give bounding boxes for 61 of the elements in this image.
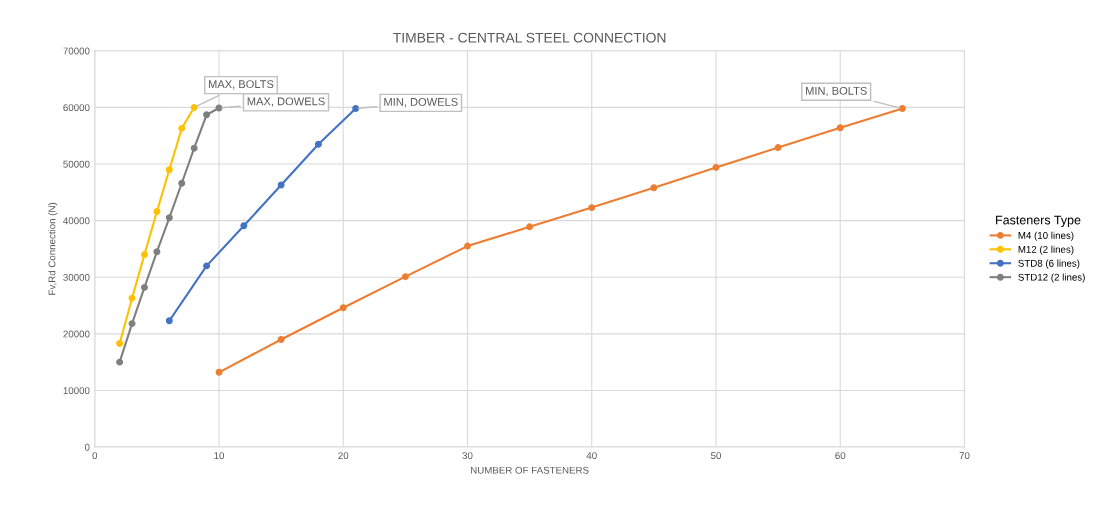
annotation: MIN, DOWELS (384, 98, 458, 108)
point (464, 242, 471, 250)
point (128, 320, 136, 328)
point (339, 304, 347, 312)
x-axis-title: NUMBER OF FASTENERS (471, 466, 589, 474)
point (712, 163, 720, 171)
point (240, 222, 248, 230)
y-tick-label: 30000 (63, 273, 90, 281)
point (153, 208, 161, 216)
point (116, 339, 124, 347)
point (165, 214, 173, 222)
point (650, 184, 658, 192)
x-tick-label: 10 (214, 452, 225, 460)
x-tick-label: 0 (92, 452, 98, 460)
x-tick-label: 60 (835, 452, 846, 460)
point (401, 273, 409, 281)
point (140, 283, 148, 291)
y-tick-label: 40000 (63, 217, 90, 225)
point (277, 181, 285, 189)
point (314, 140, 322, 148)
y-tick-label: 20000 (63, 330, 90, 338)
x-tick-label: 20 (338, 452, 349, 460)
point (178, 179, 186, 187)
legend-label: M12 (2 lines) (1018, 245, 1074, 255)
point (215, 368, 223, 376)
annotation: MAX, BOLTS (208, 80, 274, 90)
legend-label: STD8 (6 lines) (1018, 259, 1080, 269)
legend-title: Fasteners Type (996, 215, 1081, 227)
y-tick-label: 0 (84, 443, 90, 451)
legend-label: M4 (10 lines) (1018, 231, 1074, 241)
annotation: MAX, DOWELS (247, 97, 325, 107)
point (898, 105, 906, 113)
point (178, 124, 186, 132)
point (277, 336, 285, 343)
point (190, 103, 198, 111)
point (165, 166, 173, 174)
y-tick-label: 10000 (63, 387, 90, 395)
y-tick-label: 50000 (63, 160, 90, 168)
point (165, 317, 173, 325)
y-axis-title: Fv,Rd Connection (N) (48, 202, 58, 295)
point (140, 251, 148, 259)
x-tick-label: 30 (462, 452, 473, 460)
x-tick-label: 50 (710, 452, 722, 460)
point (203, 111, 211, 119)
annotation: MIN, BOLTS (806, 86, 867, 97)
point (588, 204, 596, 212)
x-tick-label: 70 (959, 452, 970, 460)
legend-label: STD12 (2 lines) (1018, 273, 1085, 283)
y-tick-label: 60000 (63, 104, 90, 112)
point (836, 124, 844, 132)
point (116, 358, 124, 366)
point (203, 262, 211, 270)
x-tick-label: 40 (586, 452, 597, 460)
chart-title: TIMBER - CENTRAL STEEL CONNECTION (393, 32, 666, 43)
y-tick-label: 70000 (63, 47, 90, 55)
point (128, 294, 136, 302)
point (774, 144, 782, 152)
point (190, 144, 198, 152)
point (526, 223, 534, 231)
point (153, 248, 161, 256)
point (352, 105, 360, 113)
